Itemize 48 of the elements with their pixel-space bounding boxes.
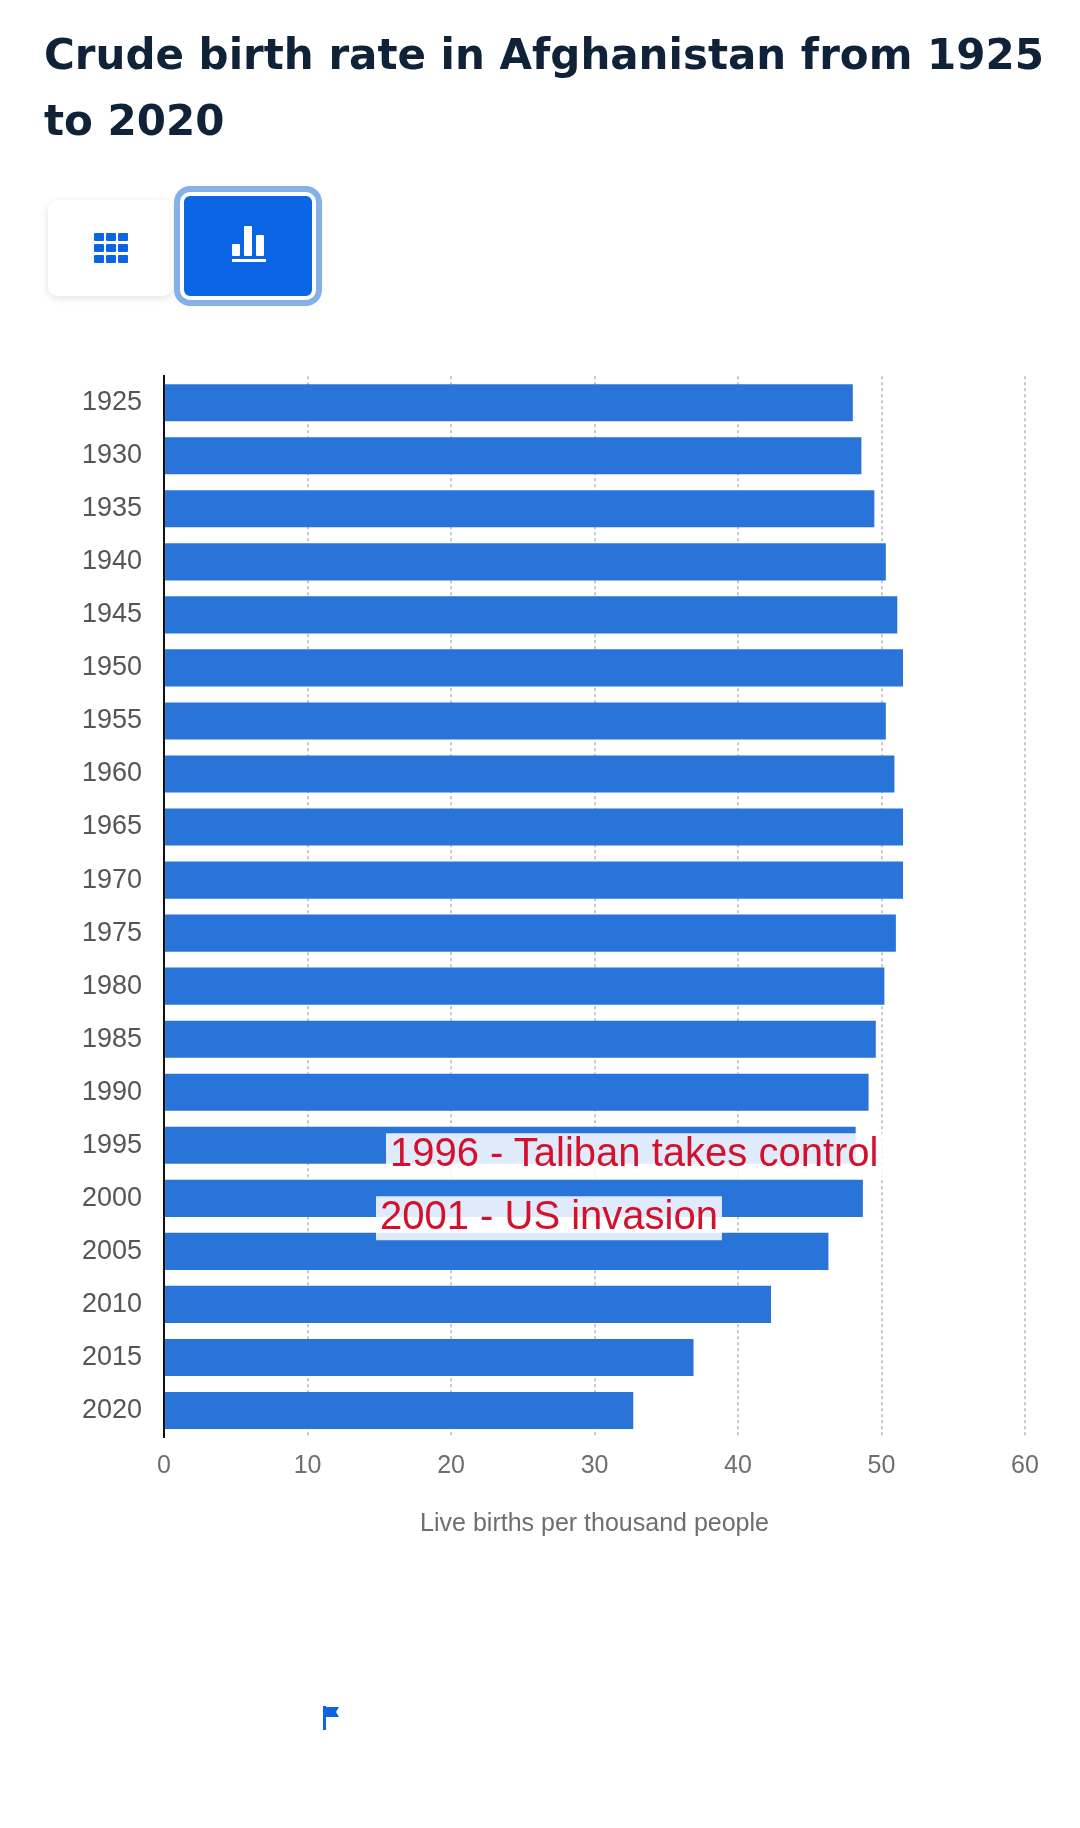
bar (165, 702, 886, 740)
y-tick-label: 1990 (81, 1075, 143, 1106)
x-tick-label: 10 (293, 1449, 322, 1478)
y-tick-label: 1965 (81, 810, 143, 841)
bar (165, 437, 862, 475)
bar (165, 1073, 869, 1111)
x-tick-label: 40 (724, 1449, 752, 1478)
y-tick-label: 1980 (81, 969, 143, 1000)
bar (165, 755, 895, 793)
y-tick-label: 1960 (81, 757, 143, 788)
bar (165, 1338, 694, 1376)
y-tick-label: 1970 (81, 863, 143, 894)
bar (165, 384, 853, 422)
bar (165, 596, 898, 634)
x-tick-label: 20 (437, 1449, 465, 1478)
y-tick-label: 2020 (81, 1393, 143, 1424)
bar (165, 1020, 876, 1058)
bar (165, 967, 885, 1005)
y-tick-label: 1955 (81, 704, 143, 735)
y-tick-label: 2010 (81, 1287, 143, 1318)
x-tick-label: 60 (1011, 1449, 1039, 1478)
y-tick-label: 1930 (81, 439, 143, 470)
y-tick-label: 1945 (81, 598, 143, 629)
bar (165, 543, 886, 581)
x-tick-label: 50 (867, 1449, 896, 1478)
bar (165, 1285, 772, 1323)
y-tick-label: 2015 (81, 1340, 143, 1371)
x-tick-label: 30 (580, 1449, 609, 1478)
y-tick-label: 1940 (81, 545, 143, 576)
y-tick-label: 2005 (81, 1234, 143, 1265)
chart-title: Crude birth rate in Afghanistan from 1925 to 2020 (44, 29, 1044, 147)
y-tick-label: 1995 (81, 1128, 143, 1159)
x-tick-label: 0 (157, 1449, 172, 1478)
bar (165, 861, 904, 899)
bar (165, 490, 875, 528)
annotation: 1996 - Taliban takes control (390, 1130, 879, 1175)
bar (165, 1391, 634, 1430)
y-tick-label: 1935 (81, 492, 143, 523)
bar (165, 914, 896, 952)
bar (165, 649, 904, 687)
x-axis-title: Live births per thousand people (420, 1507, 769, 1536)
annotation: 2001 - US invasion (380, 1193, 718, 1238)
y-tick-label: 1925 (81, 386, 143, 417)
y-tick-label: 1985 (81, 1022, 143, 1053)
y-tick-label: 1975 (81, 916, 143, 947)
y-tick-label: 1950 (81, 651, 143, 682)
bar (165, 808, 904, 846)
y-tick-label: 2000 (81, 1181, 143, 1212)
